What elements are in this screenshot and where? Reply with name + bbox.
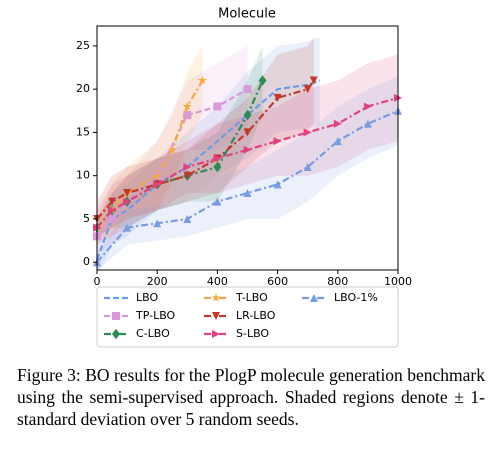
x-tick-label: 400 [207,275,228,288]
legend-marker [112,328,120,340]
legend-label: TP-LBO [135,309,176,322]
series-line [96,79,315,220]
y-tick-label: 15 [76,125,90,138]
series-marker [183,171,192,180]
legend-marker [212,330,220,338]
series-marker [197,75,207,85]
series-marker [363,102,372,111]
x-tick-label: 800 [327,275,348,288]
legend-marker [310,294,318,302]
series-marker [273,137,282,146]
legend-label: C-LBO [136,327,170,340]
series-marker [258,75,267,86]
series-marker [273,93,282,102]
x-tick-label: 0 [94,275,101,288]
series-marker [152,170,162,180]
std-band [97,45,263,237]
legend-label: S-LBO [236,327,269,340]
plot-frame [96,25,399,271]
series-marker [167,144,177,154]
series-marker [213,102,222,111]
series-marker [123,223,132,232]
series-marker [183,111,192,120]
series-marker [243,145,252,154]
series-marker [309,76,318,85]
y-tick-label: 0 [83,255,90,268]
y-tick-label: 10 [76,169,90,182]
series-marker [213,197,222,206]
legend-label: LR-LBO [236,309,276,322]
series-marker [108,197,117,206]
x-tick-label: 1000 [384,275,412,288]
series-marker [333,119,342,128]
std-band [97,37,320,270]
series-marker [303,128,312,137]
series-marker [333,137,342,146]
series-marker [183,214,192,223]
x-tick-label: 200 [147,275,168,288]
series-line [96,96,399,229]
x-tick-label: 600 [267,275,288,288]
series-line [96,109,399,263]
series-marker [108,206,117,215]
series-marker [108,214,117,223]
legend-box [96,286,399,348]
series-marker [363,119,372,128]
y-tick-label: 25 [76,39,90,52]
legend-label: LBO-1% [334,291,378,304]
series-marker [123,197,132,206]
legend-marker [112,312,120,320]
series-marker [273,180,282,189]
y-tick-label: 20 [76,82,90,95]
legend-label: LBO [136,291,158,304]
series-marker [183,163,192,172]
chart: Molecule 0 200 400 600 800 1000 0 5 10 15 20 25 LBO T… [76,7,412,348]
legend-marker [211,293,221,302]
series-marker [243,109,252,121]
series-marker [303,163,312,172]
series-marker [153,180,162,189]
series-marker [243,128,252,137]
series-marker [123,188,132,197]
series-marker [213,154,222,163]
y-tick-label: 5 [83,212,90,225]
legend-marker [212,312,220,320]
series-marker [243,85,252,94]
series-marker [303,85,312,94]
std-band [97,45,203,237]
series-marker [243,188,252,197]
series-marker [182,101,192,111]
series-marker [213,161,222,173]
chart-title: Molecule [218,7,276,22]
series-line [95,79,321,260]
series-marker [153,219,162,228]
figure-caption: Figure 3: BO results for the PlogP molec… [17,365,485,429]
legend-label: T-LBO [235,291,268,304]
